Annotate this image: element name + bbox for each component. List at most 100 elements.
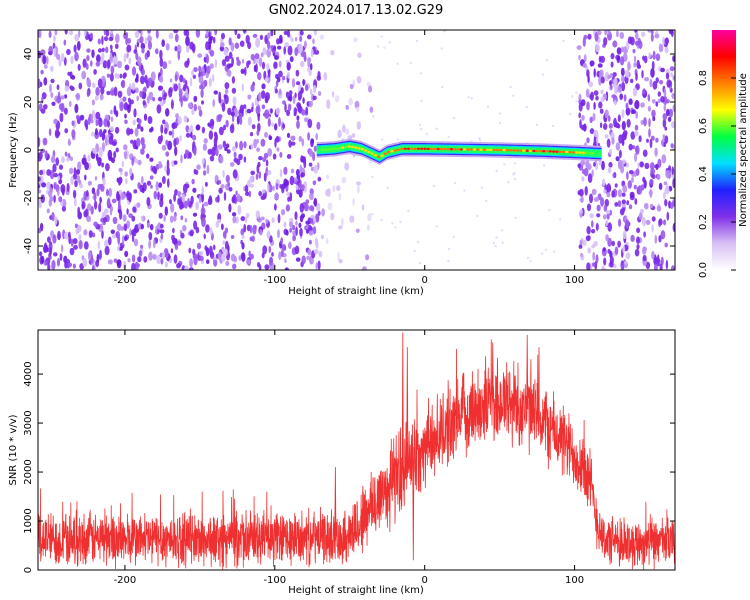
noise-blob bbox=[170, 203, 175, 213]
noise-blob bbox=[70, 55, 74, 65]
noise-blob bbox=[659, 80, 664, 85]
noise-blob bbox=[663, 103, 666, 112]
noise-blob bbox=[53, 35, 56, 43]
noise-blob bbox=[622, 230, 627, 240]
noise-blob bbox=[617, 162, 622, 170]
noise-blob bbox=[115, 33, 120, 44]
signal-core bbox=[354, 146, 358, 149]
noise-blob bbox=[664, 199, 668, 207]
noise-blob bbox=[656, 261, 661, 267]
noise-blob bbox=[48, 30, 52, 38]
noise-blob bbox=[666, 211, 670, 221]
noise-blob bbox=[636, 236, 640, 244]
signal-core bbox=[390, 150, 394, 153]
noise-blob bbox=[71, 120, 75, 126]
noise-blob bbox=[580, 196, 584, 203]
noise-blob bbox=[587, 33, 592, 40]
spectrogram-y-label: Frequency (Hz) bbox=[8, 112, 19, 188]
noise-blob bbox=[591, 188, 597, 196]
noise-blob bbox=[232, 96, 237, 106]
noise-blob bbox=[580, 99, 586, 107]
noise-blob bbox=[185, 184, 190, 189]
noise-blob bbox=[665, 184, 669, 193]
y-tick-label: 40 bbox=[23, 48, 34, 61]
signal-core bbox=[585, 151, 589, 155]
noise-blob bbox=[326, 174, 329, 180]
noise-blob bbox=[276, 38, 280, 45]
noise-blob bbox=[198, 194, 202, 204]
noise-blob bbox=[634, 248, 640, 257]
noise-blob bbox=[75, 114, 80, 120]
noise-blob bbox=[155, 181, 159, 192]
noise-blob bbox=[604, 30, 608, 36]
noise-blob bbox=[94, 176, 98, 181]
noise-blob bbox=[240, 216, 246, 222]
noise-blob bbox=[282, 100, 286, 105]
noise-blob bbox=[227, 181, 230, 187]
noise-blob bbox=[354, 100, 360, 109]
noise-blob bbox=[356, 76, 362, 84]
noise-blob bbox=[81, 70, 87, 80]
noise-blob bbox=[168, 87, 173, 98]
noise-blob bbox=[107, 259, 113, 265]
noise-dot bbox=[498, 121, 502, 125]
noise-blob bbox=[281, 184, 285, 194]
noise-blob bbox=[189, 258, 194, 268]
noise-blob bbox=[90, 60, 93, 67]
noise-blob bbox=[612, 172, 616, 178]
noise-blob bbox=[113, 258, 118, 263]
noise-blob bbox=[621, 109, 625, 119]
noise-blob bbox=[155, 225, 158, 235]
noise-blob bbox=[64, 30, 68, 35]
noise-blob bbox=[664, 126, 668, 131]
noise-blob bbox=[132, 119, 136, 126]
noise-blob bbox=[79, 114, 85, 121]
noise-blob bbox=[337, 129, 342, 139]
noise-blob bbox=[87, 180, 93, 186]
noise-blob bbox=[99, 56, 104, 65]
noise-blob bbox=[215, 148, 219, 157]
noise-blob bbox=[300, 87, 304, 94]
noise-blob bbox=[124, 250, 129, 258]
noise-blob bbox=[613, 78, 618, 85]
noise-blob bbox=[585, 88, 590, 98]
noise-blob bbox=[312, 38, 315, 45]
noise-blob bbox=[71, 75, 76, 80]
noise-blob bbox=[331, 91, 335, 98]
noise-blob bbox=[632, 87, 638, 97]
noise-blob bbox=[652, 50, 656, 60]
noise-blob bbox=[71, 129, 76, 139]
noise-blob bbox=[260, 90, 266, 99]
signal-core bbox=[406, 147, 411, 150]
noise-blob bbox=[193, 67, 198, 73]
noise-blob bbox=[40, 194, 45, 203]
noise-blob bbox=[203, 233, 206, 240]
noise-blob bbox=[187, 197, 190, 206]
noise-blob bbox=[277, 229, 280, 239]
chart-title: GN02.2024.017.13.02.G29 bbox=[269, 3, 444, 18]
signal-core bbox=[373, 154, 378, 157]
noise-blob bbox=[659, 44, 664, 53]
noise-blob bbox=[222, 240, 226, 245]
noise-blob bbox=[589, 116, 593, 124]
noise-blob bbox=[74, 180, 78, 188]
noise-blob bbox=[651, 224, 654, 233]
noise-blob bbox=[609, 73, 613, 79]
noise-blob bbox=[307, 248, 312, 256]
noise-blob bbox=[643, 231, 646, 238]
noise-blob bbox=[265, 159, 269, 167]
noise-blob bbox=[316, 121, 321, 130]
noise-blob bbox=[349, 215, 355, 223]
noise-blob bbox=[603, 189, 607, 194]
noise-blob bbox=[302, 79, 305, 86]
noise-blob bbox=[127, 38, 131, 44]
signal-core bbox=[357, 147, 361, 150]
noise-blob bbox=[638, 135, 642, 143]
noise-blob bbox=[635, 145, 639, 153]
noise-blob bbox=[156, 254, 161, 265]
noise-blob bbox=[283, 30, 288, 36]
noise-blob bbox=[223, 47, 228, 56]
noise-blob bbox=[39, 169, 44, 176]
noise-blob bbox=[92, 82, 96, 89]
